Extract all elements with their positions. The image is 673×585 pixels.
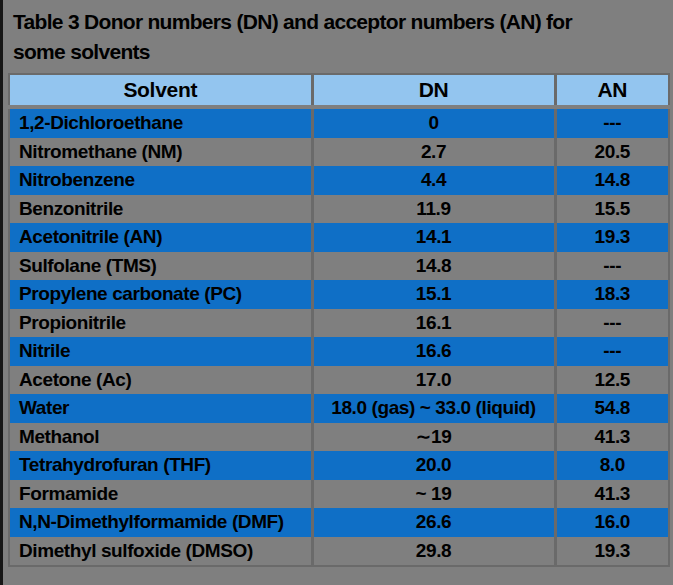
- column-header-solvent: Solvent: [9, 74, 312, 107]
- caption-line-1: Table 3 Donor numbers (DN) and acceptor …: [13, 7, 653, 37]
- table-row: Acetonitrile (AN) 14.1 19.3: [9, 223, 669, 252]
- table-row: Nitrobenzene 4.4 14.8: [9, 166, 669, 195]
- column-header-an: AN: [555, 74, 669, 107]
- dn-cell: ~ 19: [312, 480, 555, 509]
- solvent-cell: Propionitrile: [9, 309, 312, 338]
- an-cell: ---: [555, 309, 669, 338]
- dn-cell: 11.9: [312, 195, 555, 224]
- table-row: Water 18.0 (gas) ~ 33.0 (liquid) 54.8: [9, 394, 669, 423]
- header-row: Solvent DN AN: [9, 74, 669, 107]
- dn-cell: 16.6: [312, 337, 555, 366]
- an-cell: 15.5: [555, 195, 669, 224]
- solvent-cell: Methanol: [9, 423, 312, 452]
- an-cell: 16.0: [555, 508, 669, 537]
- solvent-cell: Tetrahydrofuran (THF): [9, 451, 312, 480]
- dn-cell: 29.8: [312, 537, 555, 567]
- solvent-cell: Benzonitrile: [9, 195, 312, 224]
- table-row: Benzonitrile 11.9 15.5: [9, 195, 669, 224]
- solvent-cell: Nitrobenzene: [9, 166, 312, 195]
- table-row: 1,2-Dichloroethane 0 ---: [9, 107, 669, 138]
- table-row: Propionitrile 16.1 ---: [9, 309, 669, 338]
- solvent-cell: Acetonitrile (AN): [9, 223, 312, 252]
- table-row: Formamide ~ 19 41.3: [9, 480, 669, 509]
- an-cell: 19.3: [555, 537, 669, 567]
- table-row: Propylene carbonate (PC) 15.1 18.3: [9, 280, 669, 309]
- an-cell: 19.3: [555, 223, 669, 252]
- solvent-cell: N,N-Dimethylformamide (DMF): [9, 508, 312, 537]
- an-cell: ---: [555, 107, 669, 138]
- dn-cell: 0: [312, 107, 555, 138]
- column-header-dn: DN: [312, 74, 555, 107]
- dn-cell: 20.0: [312, 451, 555, 480]
- an-cell: 41.3: [555, 480, 669, 509]
- an-cell: ---: [555, 337, 669, 366]
- table-row: Nitrile 16.6 ---: [9, 337, 669, 366]
- table-row: Acetone (Ac) 17.0 12.5: [9, 366, 669, 395]
- an-cell: 18.3: [555, 280, 669, 309]
- solvent-cell: Nitromethane (NM): [9, 138, 312, 167]
- dn-cell: 4.4: [312, 166, 555, 195]
- an-cell: 14.8: [555, 166, 669, 195]
- an-cell: 20.5: [555, 138, 669, 167]
- table-row: N,N-Dimethylformamide (DMF) 26.6 16.0: [9, 508, 669, 537]
- left-border-strip: [0, 0, 3, 585]
- dn-cell: 15.1: [312, 280, 555, 309]
- table-row: Methanol ∼19 41.3: [9, 423, 669, 452]
- dn-cell: 14.8: [312, 252, 555, 281]
- solvent-cell: Acetone (Ac): [9, 366, 312, 395]
- solvent-cell: Sulfolane (TMS): [9, 252, 312, 281]
- an-cell: ---: [555, 252, 669, 281]
- solvent-cell: Water: [9, 394, 312, 423]
- solvent-table: Solvent DN AN 1,2-Dichloroethane 0 --- N…: [8, 73, 670, 567]
- slide-background: Table 3 Donor numbers (DN) and acceptor …: [0, 0, 673, 585]
- an-cell: 54.8: [555, 394, 669, 423]
- table-caption: Table 3 Donor numbers (DN) and acceptor …: [13, 7, 653, 67]
- dn-cell: 2.7: [312, 138, 555, 167]
- table-row: Sulfolane (TMS) 14.8 ---: [9, 252, 669, 281]
- table-row: Nitromethane (NM) 2.7 20.5: [9, 138, 669, 167]
- table-row: Dimethyl sulfoxide (DMSO) 29.8 19.3: [9, 537, 669, 567]
- solvent-cell: Formamide: [9, 480, 312, 509]
- dn-cell: 18.0 (gas) ~ 33.0 (liquid): [312, 394, 555, 423]
- solvent-cell: Dimethyl sulfoxide (DMSO): [9, 537, 312, 567]
- solvent-cell: Propylene carbonate (PC): [9, 280, 312, 309]
- dn-cell: ∼19: [312, 423, 555, 452]
- dn-cell: 16.1: [312, 309, 555, 338]
- solvent-cell: 1,2-Dichloroethane: [9, 107, 312, 138]
- an-cell: 41.3: [555, 423, 669, 452]
- solvent-cell: Nitrile: [9, 337, 312, 366]
- dn-cell: 26.6: [312, 508, 555, 537]
- dn-cell: 17.0: [312, 366, 555, 395]
- table-row: Tetrahydrofuran (THF) 20.0 8.0: [9, 451, 669, 480]
- caption-line-2: some solvents: [13, 37, 653, 67]
- an-cell: 8.0: [555, 451, 669, 480]
- an-cell: 12.5: [555, 366, 669, 395]
- dn-cell: 14.1: [312, 223, 555, 252]
